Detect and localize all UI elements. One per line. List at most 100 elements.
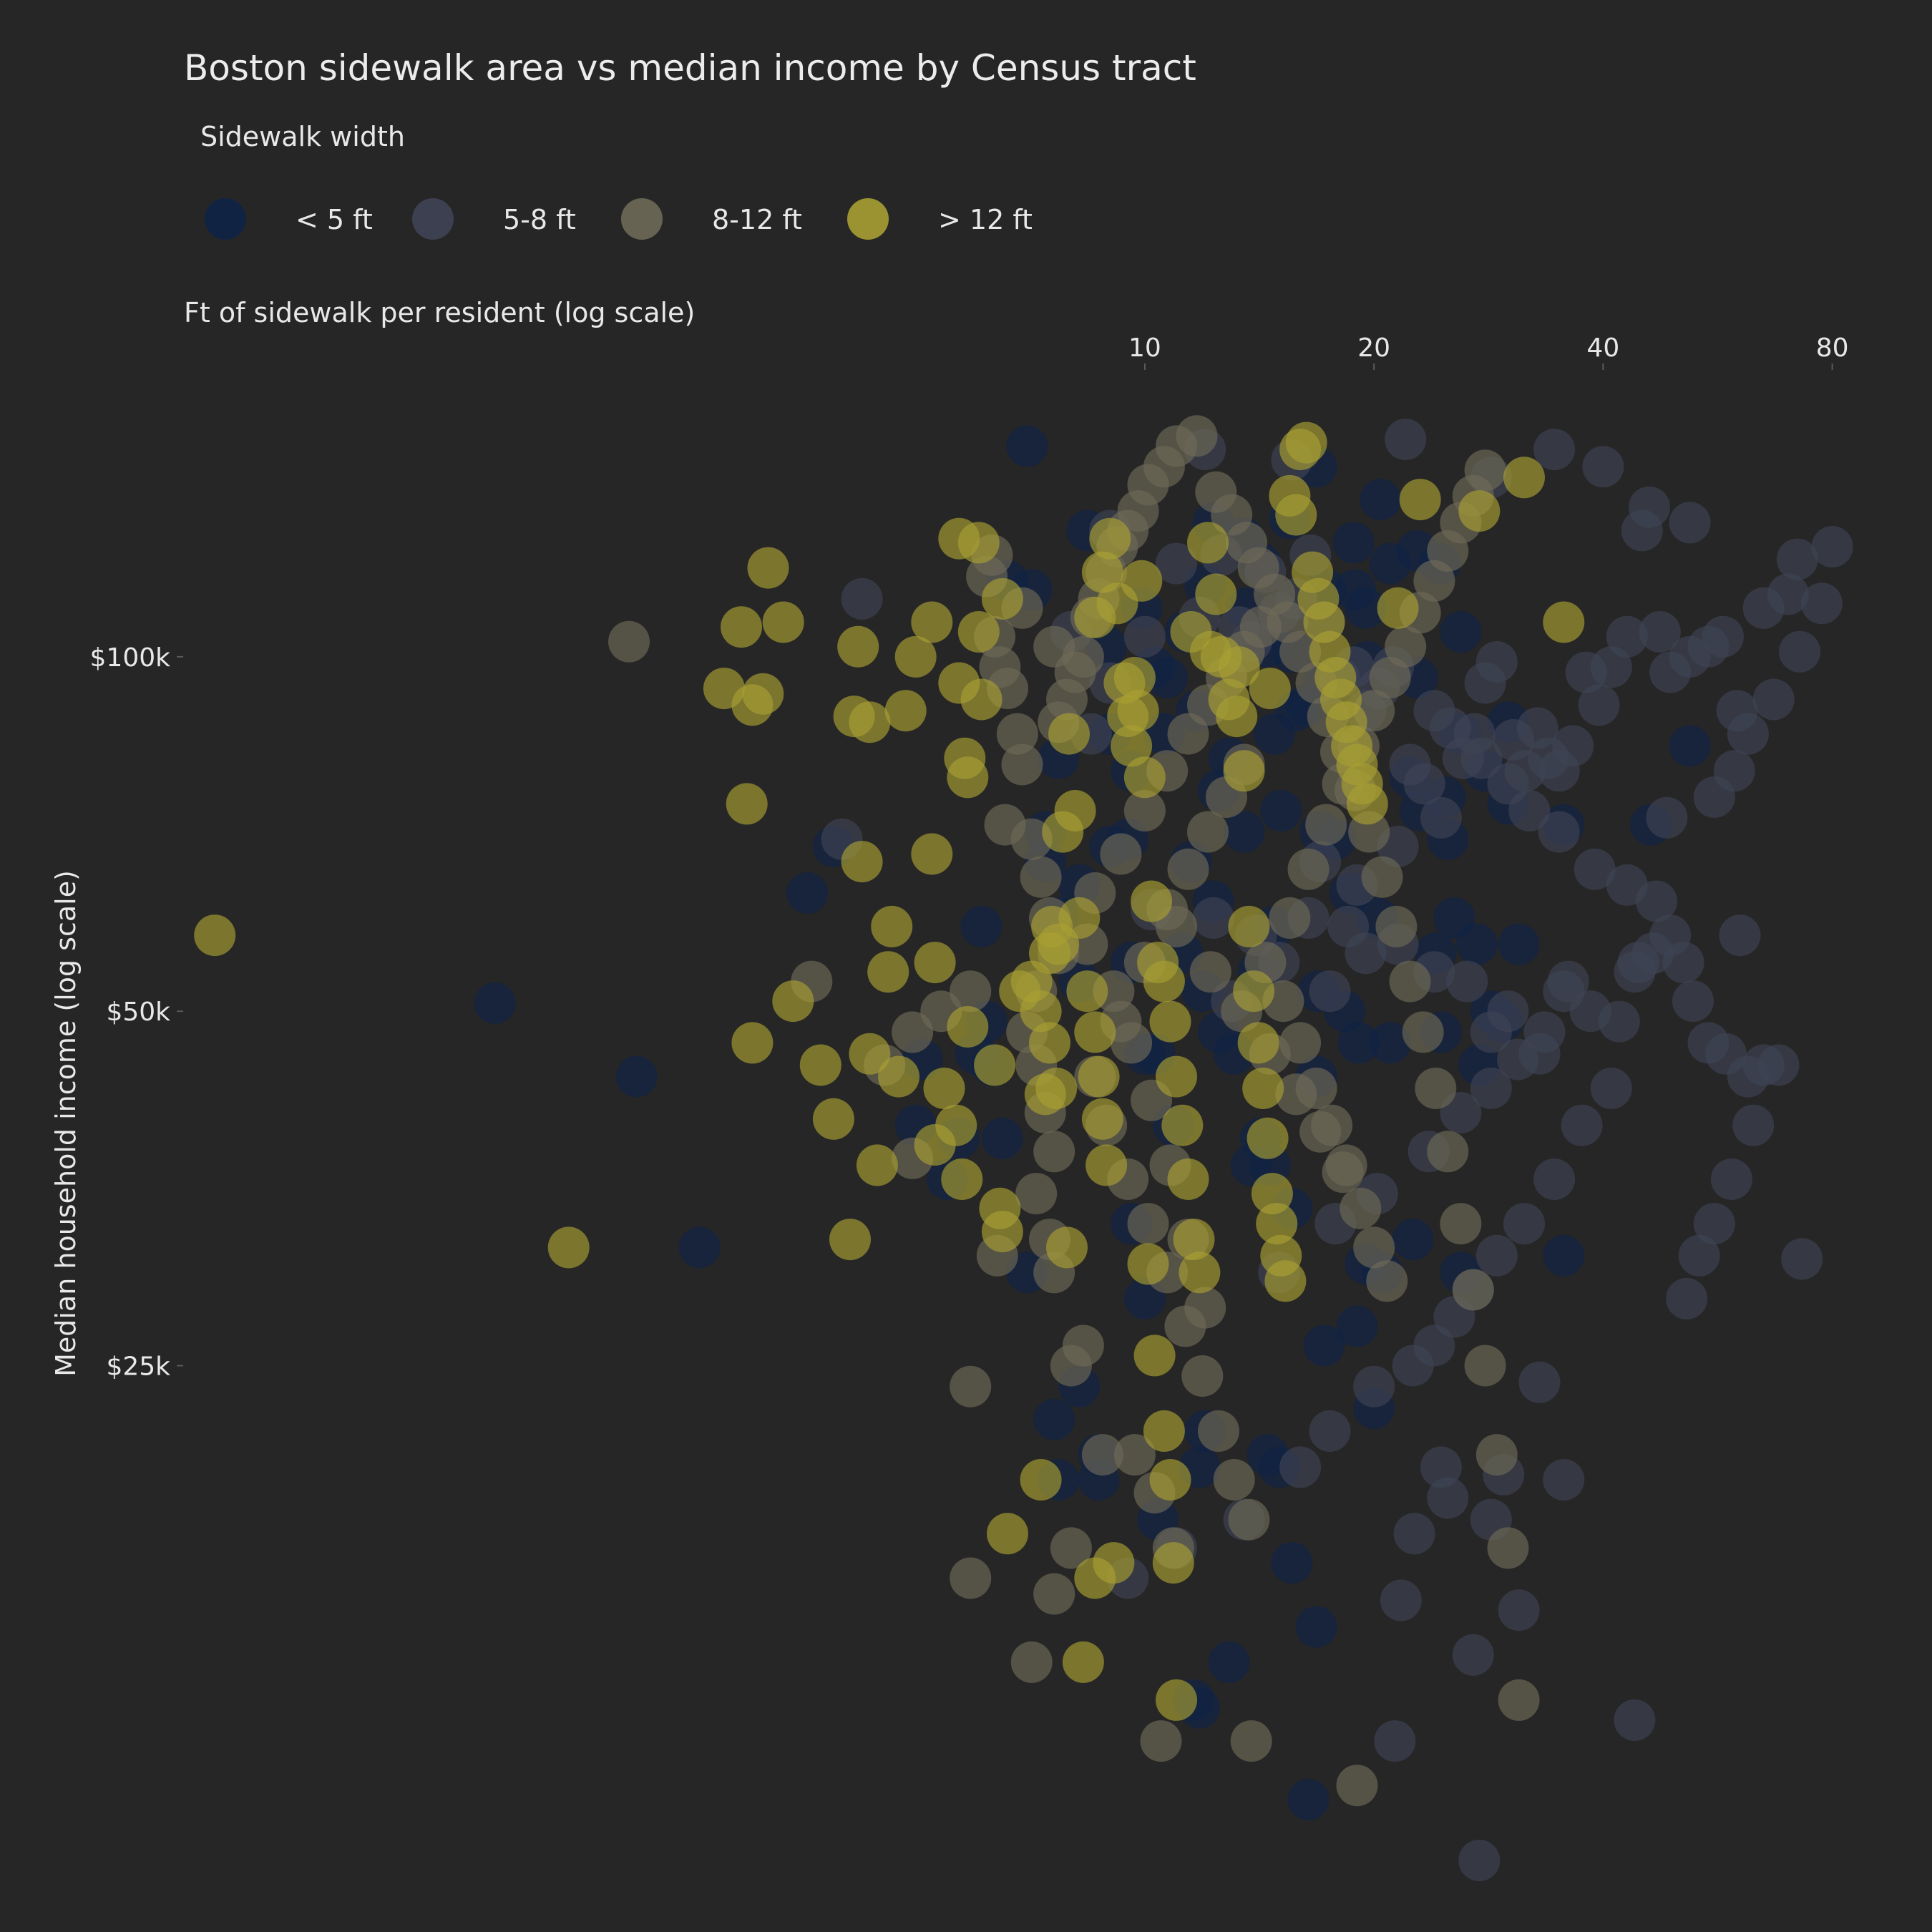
point-w812 [1127,1203,1169,1245]
point-w58 [1646,796,1688,839]
point-w812 [1287,848,1330,890]
point-w58 [1156,542,1197,585]
point-w812 [1269,897,1311,939]
point-w812 [1369,657,1411,698]
point-w58 [1380,1579,1422,1621]
point-w812 [1213,1459,1255,1501]
point-gt12 [938,517,980,560]
legend: < 5 ft 5-8 ft 8-12 ft > 12 ft [205,198,1033,240]
point-w58 [1767,573,1809,615]
point-gt12 [1081,551,1123,593]
point-w812 [1230,1720,1272,1762]
point-gt12 [1024,1073,1066,1116]
point-w58 [1727,713,1769,755]
point-gt12 [1458,490,1501,532]
point-gt12 [884,690,927,732]
point-lt5 [981,1117,1023,1159]
point-w812 [1279,630,1322,673]
point-w58 [1420,796,1462,839]
point-lt5 [1543,1234,1585,1277]
point-gt12 [1111,725,1153,767]
point-w58 [1561,1104,1603,1146]
point-gt12 [1156,1055,1197,1098]
point-gt12 [731,1022,774,1064]
point-lt5 [678,1226,721,1269]
point-w58 [1427,1477,1469,1519]
point-w58 [1582,446,1624,488]
point-gt12 [1216,696,1258,738]
point-w812 [892,1011,934,1053]
point-w812 [1164,1305,1206,1347]
point-w812 [1305,804,1347,846]
point-gt12 [1066,970,1108,1013]
point-w58 [1192,897,1234,939]
point-w58 [1460,737,1503,779]
point-w812 [1275,1073,1317,1116]
point-lt5 [1455,923,1498,965]
point-gt12 [1246,1117,1289,1159]
point-w58 [1353,1365,1395,1407]
point-w58 [1710,1158,1752,1200]
point-lt5 [1360,479,1402,521]
point-w58 [1392,1345,1434,1387]
point-w58 [1309,970,1351,1013]
point-w812 [1366,1260,1408,1302]
point-gt12 [1377,587,1419,629]
point-w58 [1458,1840,1501,1881]
legend-swatch-w812 [621,198,663,240]
point-lt5 [1208,1641,1250,1683]
point-w812 [1464,449,1506,492]
point-w812 [1033,1131,1075,1173]
point-w812 [1299,1111,1342,1153]
point-lt5 [1336,1305,1378,1347]
point-lt5 [1498,923,1540,965]
point-gt12 [849,701,891,743]
point-gt12 [957,611,1000,653]
point-w58 [1574,848,1616,890]
point-w58 [1713,750,1755,792]
point-lt5 [1287,1779,1330,1820]
point-w58 [1779,630,1821,673]
point-w812 [1415,1068,1457,1109]
point-gt12 [1156,1679,1197,1721]
point-gt12 [1143,960,1185,1002]
point-gt12 [1399,479,1441,521]
point-lt5 [1303,1324,1345,1367]
point-gt12 [1020,1459,1062,1501]
point-w812 [1487,1527,1529,1569]
point-gt12 [1275,494,1317,536]
point-w58 [1678,1234,1720,1277]
point-gt12 [799,1044,841,1086]
point-w58 [1503,1203,1545,1245]
point-gt12 [1074,1011,1116,1053]
point-w58 [1811,526,1853,568]
point-w58 [1702,615,1744,658]
point-gt12 [772,980,814,1023]
legend-swatch-gt12 [847,198,889,240]
point-w812 [1010,818,1053,860]
point-lt5 [1337,1022,1380,1064]
point-gt12 [1503,457,1545,499]
point-gt12 [1062,1641,1104,1683]
legend-title: Sidewalk width [200,121,405,152]
point-w58 [1393,1513,1435,1555]
point-w812 [1361,856,1403,898]
point-w58 [1475,1234,1518,1277]
point-lt5 [1295,1606,1337,1648]
point-gt12 [1346,783,1388,825]
legend-label-lt5: < 5 ft [296,204,373,235]
point-w58 [1538,811,1580,853]
point-lt5 [1669,725,1711,767]
point-lt5 [1392,1219,1434,1261]
point-gt12 [1089,517,1131,560]
point-w58 [1446,960,1488,1002]
point-gt12 [867,951,909,993]
legend-label-w812: 8-12 ft [712,204,802,235]
point-w58 [1669,502,1711,544]
x-tick-label: 20 [1357,333,1390,363]
point-w58 [1533,1158,1576,1200]
point-gt12 [1085,1144,1128,1186]
y-axis-title: Median household income (log scale) [50,870,82,1377]
point-w58 [1552,725,1594,767]
